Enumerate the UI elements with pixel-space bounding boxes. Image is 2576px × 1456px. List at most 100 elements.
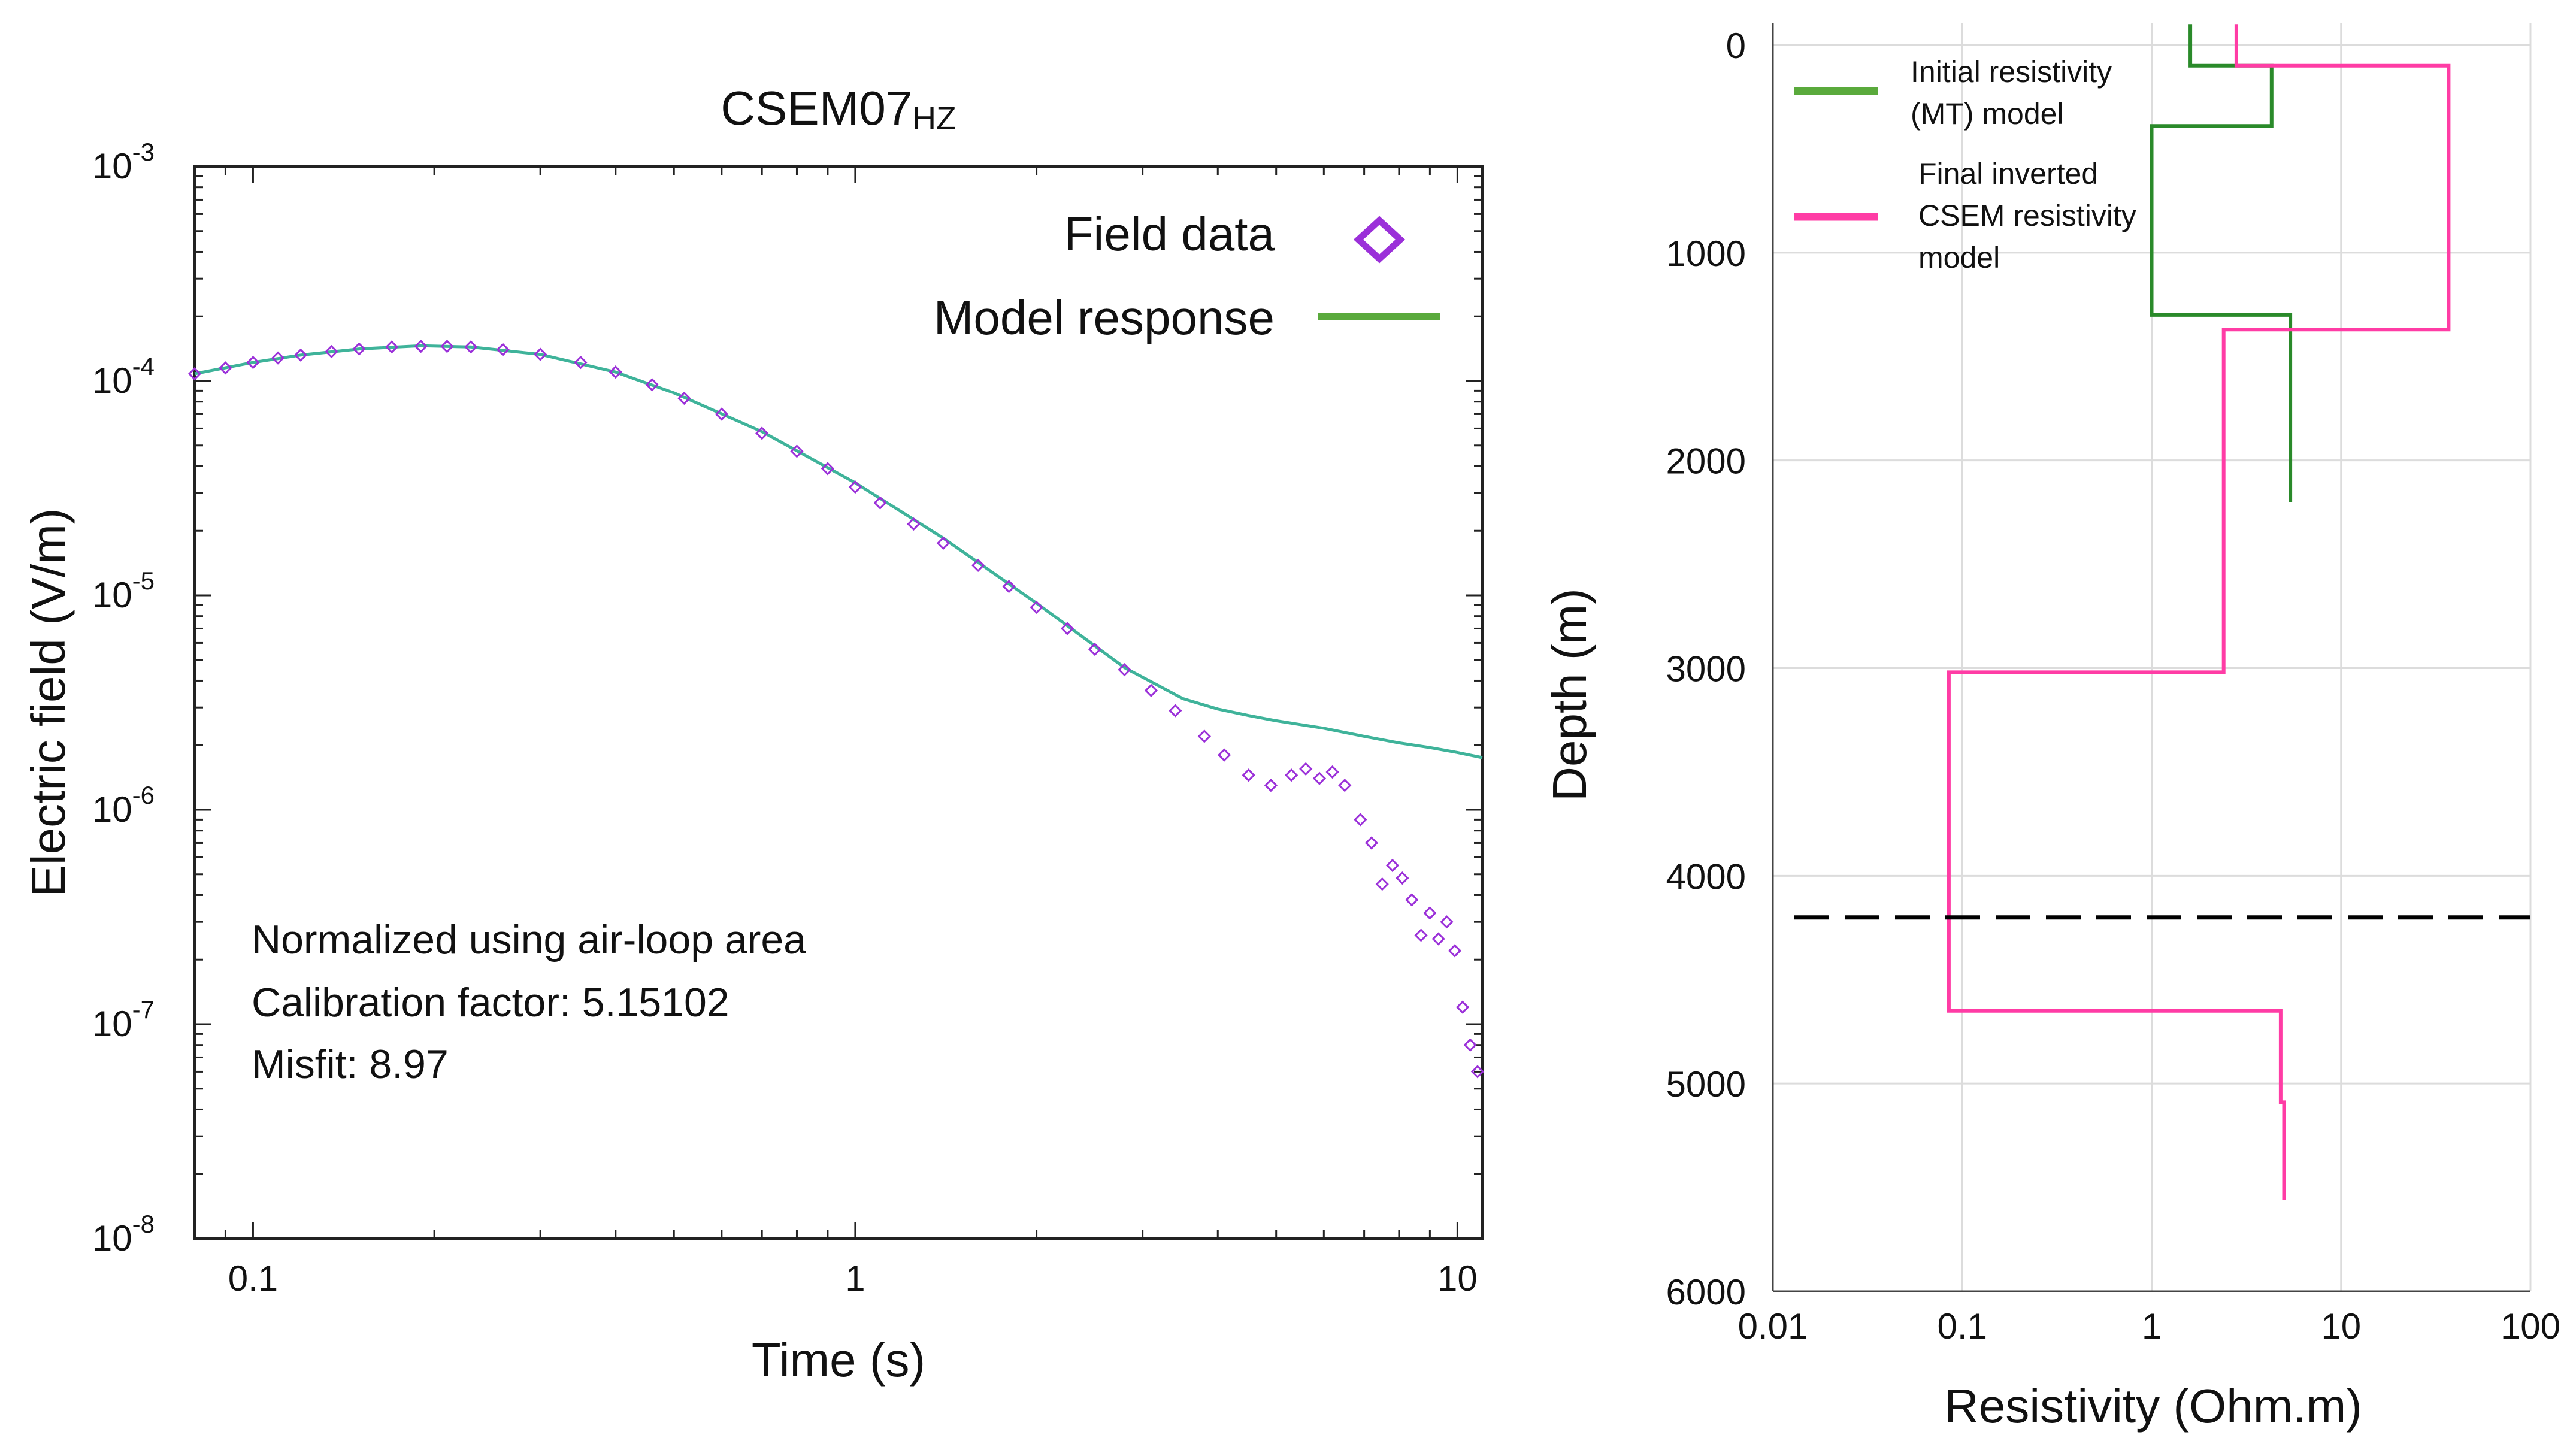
field-data-point	[246, 355, 260, 370]
field-data-point	[1299, 762, 1313, 776]
field-data-point	[1364, 836, 1379, 850]
right-legend: Initial resistivity (MT) model Final inv…	[1794, 55, 2136, 274]
left-chart-title: CSEM07HZ	[721, 81, 956, 137]
field-data-point	[1354, 813, 1367, 827]
annotation-calibration: Calibration factor: 5.15102	[252, 980, 729, 1025]
field-data-point	[971, 558, 985, 573]
legend-label-model-response: Model response	[934, 291, 1275, 344]
field-data-point	[1264, 779, 1278, 792]
field-data-point	[325, 344, 338, 359]
left-y-axis-ticks: 10-3 10-4 10-5 10-6 10-7 10-8	[92, 138, 155, 1258]
y-tick-label: 10-4	[92, 352, 155, 401]
x-tick-label: 100	[2501, 1306, 2560, 1346]
left-x-axis-label: Time (s)	[752, 1333, 925, 1387]
field-data-point	[1440, 915, 1454, 929]
field-data-point	[1169, 704, 1182, 718]
field-data-point	[271, 351, 285, 365]
initial-model-line	[2150, 24, 2293, 502]
field-data-point	[1375, 877, 1389, 891]
field-data-point	[464, 340, 478, 354]
y-tick-label: 2000	[1666, 441, 1746, 482]
x-tick-label: 0.1	[1938, 1306, 1987, 1346]
x-tick-label: 10	[2321, 1306, 2361, 1346]
field-data-point	[1242, 768, 1255, 782]
field-data-point	[1396, 871, 1409, 885]
y-tick-label: 5000	[1666, 1064, 1746, 1104]
field-data-point	[1217, 748, 1231, 762]
model-response-line	[194, 344, 1483, 759]
x-tick-label: 1	[845, 1258, 865, 1298]
field-data-point	[1431, 932, 1445, 946]
field-data-point	[1414, 928, 1428, 942]
right-x-axis-ticks: 0.01 0.1 1 10 100	[1738, 1306, 2560, 1346]
field-data-point	[1455, 1000, 1470, 1014]
y-tick-label: 0	[1726, 26, 1746, 66]
field-data-point	[1197, 729, 1211, 743]
annotation-misfit: Misfit: 8.97	[252, 1042, 449, 1087]
left-legend: Field data Model response	[934, 207, 1440, 344]
x-tick-label: 10	[1437, 1258, 1478, 1298]
field-data-point	[645, 378, 659, 392]
left-chart-title-subscript: HZ	[912, 99, 956, 137]
right-x-axis-label: Resistivity (Ohm.m)	[1944, 1379, 2362, 1433]
y-tick-label: 10-5	[92, 567, 155, 615]
field-data-point	[1338, 779, 1352, 792]
legend-label-field-data: Field data	[1064, 207, 1275, 261]
legend-diamond-icon	[1353, 216, 1406, 264]
field-data-point	[755, 426, 769, 440]
field-data-point	[440, 340, 454, 353]
annotation-normalized: Normalized using air-loop area	[252, 917, 806, 962]
field-data-point	[1385, 858, 1400, 873]
field-data-point	[1002, 580, 1016, 594]
field-data-point	[848, 480, 862, 494]
field-data-point	[1088, 643, 1102, 656]
field-data-point	[1448, 944, 1462, 958]
field-data-point	[385, 340, 399, 354]
field-data-point	[1405, 893, 1419, 907]
right-chart: 0.01 0.1 1 10 100 0100020003000400050006000 …	[1543, 23, 2560, 1433]
legend-label-final-model-2: CSEM resistivity	[1918, 199, 2136, 232]
y-tick-label: 10-6	[92, 781, 155, 830]
left-plot-frame	[193, 165, 1484, 1240]
field-data-point	[534, 347, 547, 361]
field-data-point	[1144, 683, 1158, 697]
field-data-point	[873, 496, 887, 510]
legend-label-final-model-3: model	[1918, 241, 2000, 274]
model-response-series	[194, 344, 1483, 759]
field-data-point	[1118, 663, 1131, 677]
legend-label-initial-model-1: Initial resistivity	[1911, 55, 2112, 89]
final-model-line	[1947, 24, 2451, 1200]
legend-label-final-model-1: Final inverted	[1918, 157, 2098, 190]
y-tick-label: 4000	[1666, 856, 1746, 897]
field-data-point	[1030, 600, 1043, 615]
field-data-point	[1060, 622, 1074, 635]
x-tick-label: 1	[2142, 1306, 2162, 1346]
field-data-point	[1470, 1065, 1485, 1079]
field-data-point	[1325, 765, 1339, 779]
left-chart: CSEM07HZ 0.1 1 10 10-3 10-4 10-5 10-6 10-7 10-8…	[22, 81, 1485, 1387]
y-tick-label: 1000	[1666, 234, 1746, 274]
field-data-point	[187, 367, 202, 381]
left-chart-title-main: CSEM07	[721, 81, 912, 135]
field-data-point	[352, 342, 366, 356]
x-tick-label: 0.01	[1738, 1306, 1808, 1346]
field-data-point	[936, 536, 950, 550]
field-data-point	[1285, 768, 1298, 782]
left-x-axis-ticks: 0.1 1 10	[228, 1258, 1478, 1298]
left-annotations: Normalized using air-loop area Calibrati…	[252, 917, 806, 1087]
field-data-point	[1312, 771, 1327, 785]
right-y-axis-ticks: 0 1000 2000 3000 4000 5000 6000	[1666, 26, 1746, 1312]
x-tick-label: 0.1	[228, 1258, 278, 1298]
field-data-point	[496, 343, 510, 356]
y-tick-label: 10-3	[92, 138, 155, 186]
resistivity-model-series	[1947, 24, 2451, 1200]
right-y-axis-label: Depth (m)	[1543, 588, 1596, 801]
field-data-point	[1423, 906, 1437, 920]
y-tick-label: 3000	[1666, 649, 1746, 689]
field-data-point	[821, 462, 835, 476]
y-tick-label: 10-7	[92, 995, 155, 1044]
field-data-point	[219, 361, 232, 375]
y-tick-label: 10-8	[92, 1210, 155, 1258]
left-y-axis-label: Electric field (V/m)	[22, 508, 75, 897]
